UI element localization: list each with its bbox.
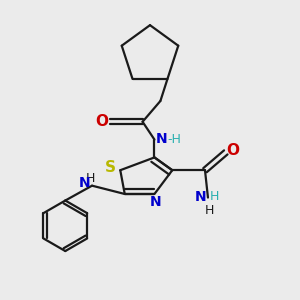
Text: H: H	[209, 190, 219, 203]
Text: N: N	[149, 195, 161, 209]
Text: O: O	[95, 114, 108, 129]
Text: N: N	[79, 176, 90, 190]
Text: S: S	[105, 160, 116, 175]
Text: N: N	[195, 190, 206, 204]
Text: -H: -H	[168, 133, 182, 146]
Text: O: O	[226, 143, 239, 158]
Text: H: H	[86, 172, 95, 185]
Text: N: N	[156, 132, 168, 146]
Text: H: H	[205, 204, 214, 218]
